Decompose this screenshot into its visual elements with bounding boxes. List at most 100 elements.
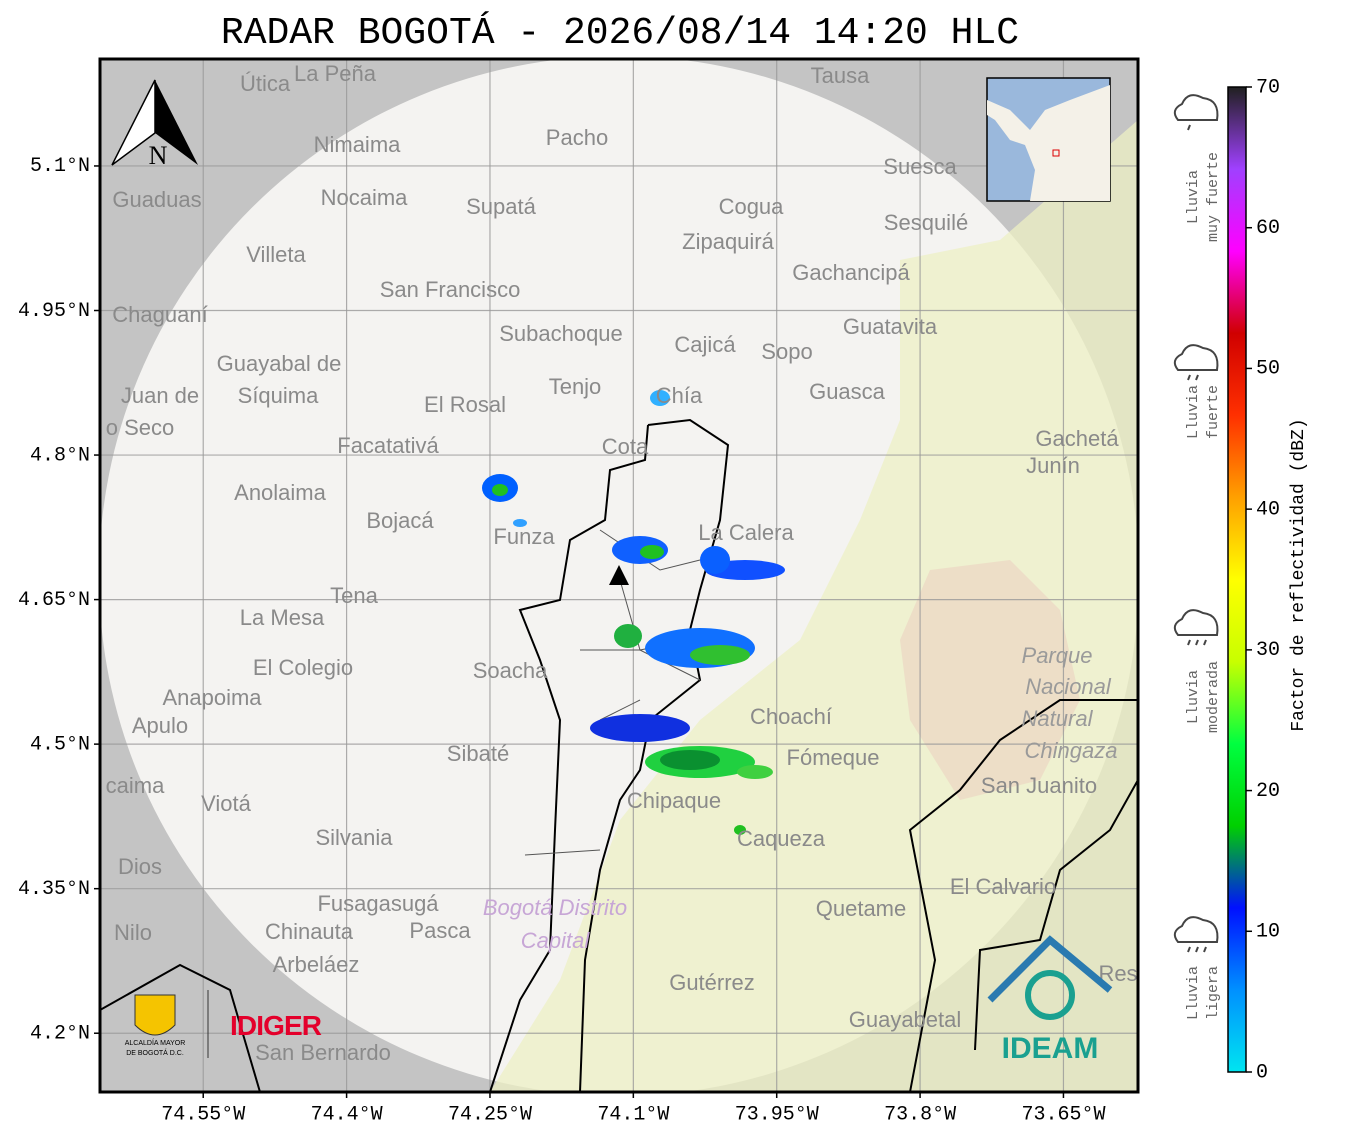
place-label: Villeta bbox=[246, 242, 306, 267]
y-tick-label: 4.95°N bbox=[18, 300, 90, 323]
place-label: Nimaima bbox=[314, 132, 402, 157]
place-label: Tausa bbox=[811, 63, 870, 88]
place-label: Silvania bbox=[315, 825, 393, 850]
rain-drop bbox=[1195, 639, 1199, 646]
x-tick-label: 74.1°W bbox=[597, 1103, 669, 1126]
colorbar-ticks: 0 10 20 30 40 50 60 70 bbox=[1246, 76, 1280, 1084]
place-label: La Peña bbox=[294, 61, 377, 86]
ideam-text: IDEAM bbox=[1002, 1032, 1099, 1065]
place-label: Sesquilé bbox=[884, 210, 968, 235]
echo bbox=[734, 825, 746, 835]
map-area: Útica La Peña Tausa Pacho Nimaima Guaduas Noca… bbox=[100, 59, 1138, 1092]
boundary-line bbox=[100, 963, 261, 1092]
place-label: Cota bbox=[602, 434, 649, 459]
rain-drop bbox=[1187, 639, 1191, 646]
district-label: Bogotá Distrito bbox=[483, 895, 627, 920]
place-label: Útica bbox=[240, 71, 291, 96]
place-label: Guatavita bbox=[843, 314, 938, 339]
place-label: Chinauta bbox=[265, 919, 354, 944]
place-label: Pasca bbox=[409, 918, 471, 943]
boundary-line bbox=[974, 779, 1138, 1051]
place-label: Gutérrez bbox=[669, 970, 755, 995]
lowland-region bbox=[490, 120, 1138, 1092]
place-label: Sopo bbox=[761, 339, 812, 364]
y-tick-label: 4.2°N bbox=[30, 1023, 90, 1046]
y-tick-label: 4.5°N bbox=[30, 733, 90, 756]
legend-item: Lluvia ligera bbox=[1173, 916, 1222, 1020]
place-label: Chaguaní bbox=[112, 302, 207, 327]
place-label: Guaduas bbox=[112, 187, 201, 212]
rain-drop bbox=[1187, 124, 1191, 131]
legend-label: moderada bbox=[1205, 661, 1222, 733]
colorbar-tick-label: 70 bbox=[1256, 76, 1280, 99]
place-label: Guasca bbox=[809, 379, 886, 404]
boundary-line bbox=[489, 424, 649, 1092]
place-label: Guayabal de bbox=[217, 351, 342, 376]
legend-label: fuerte bbox=[1205, 385, 1222, 439]
inset-marker bbox=[1052, 149, 1060, 157]
park-label: Nacional bbox=[1025, 674, 1112, 699]
place-label: Sibaté bbox=[447, 741, 509, 766]
colorbar-tick-label: 50 bbox=[1256, 358, 1280, 381]
place-label: Caqueza bbox=[737, 826, 826, 851]
grid bbox=[100, 59, 1138, 1092]
localities bbox=[524, 529, 701, 856]
legend-label: Lluvia bbox=[1185, 170, 1202, 224]
place-label: Junín bbox=[1026, 453, 1080, 478]
alcaldia-text: ALCALDÍA MAYOR bbox=[125, 1038, 186, 1047]
district-label: Capital bbox=[521, 928, 591, 953]
place-label: Gachancipá bbox=[792, 260, 910, 285]
shield bbox=[134, 994, 176, 1036]
place-labels: Útica La Peña Tausa Pacho Nimaima Guaduas Noca… bbox=[106, 61, 1138, 1065]
legend-item: Lluvia muy fuerte bbox=[1173, 94, 1222, 242]
place-label: La Mesa bbox=[240, 605, 325, 630]
locality-line bbox=[524, 529, 701, 856]
place-label: Dios bbox=[118, 854, 162, 879]
inset-map bbox=[986, 77, 1111, 202]
park-label: Parque bbox=[1022, 643, 1093, 668]
place-label: Pacho bbox=[546, 125, 608, 150]
park-label: Chingaza bbox=[1025, 738, 1118, 763]
place-label: Anapoima bbox=[162, 685, 262, 710]
park-label: Natural bbox=[1022, 706, 1094, 731]
echo bbox=[492, 484, 508, 496]
place-label: Cogua bbox=[719, 194, 785, 219]
place-label: Juan de bbox=[121, 383, 199, 408]
colorbar bbox=[1227, 86, 1247, 1073]
colorbar-tick-label: 30 bbox=[1256, 639, 1280, 662]
rain-drop bbox=[1195, 946, 1199, 953]
radar-echoes bbox=[482, 390, 785, 835]
colorbar-tick-label: 40 bbox=[1256, 498, 1280, 521]
rain-drop bbox=[1187, 374, 1191, 381]
colorbar-tick-label: 60 bbox=[1256, 217, 1280, 240]
north-label: N bbox=[149, 141, 168, 170]
place-label: El Calvario bbox=[950, 874, 1056, 899]
park-region bbox=[900, 560, 1080, 800]
echo bbox=[700, 546, 730, 574]
title: RADAR BOGOTÁ - 2026/08/14 14:20 HLC bbox=[221, 10, 1019, 55]
place-label: El Rosal bbox=[424, 392, 506, 417]
y-tick-label: 4.8°N bbox=[30, 444, 90, 467]
place-label: Guayabetal bbox=[849, 1007, 962, 1032]
place-label: San Bernardo bbox=[255, 1040, 391, 1065]
place-label: o Seco bbox=[106, 415, 175, 440]
inset-land bbox=[987, 85, 1110, 201]
rain-icon bbox=[1173, 609, 1219, 636]
place-label: Nocaima bbox=[321, 185, 409, 210]
y-tick-label: 4.65°N bbox=[18, 589, 90, 612]
rain-drop bbox=[1203, 639, 1207, 646]
place-label: San Francisco bbox=[380, 277, 521, 302]
place-label: Choachí bbox=[750, 704, 832, 729]
place-label: caima bbox=[106, 773, 165, 798]
ideam-logo: IDEAM bbox=[987, 935, 1113, 1065]
place-label: El Colegio bbox=[253, 655, 353, 680]
radar-site bbox=[609, 565, 629, 585]
axis-ticks: 74.55°W 74.4°W 74.25°W 74.1°W 73.95°W 73.8°W 7… bbox=[18, 155, 1105, 1126]
place-label: Bojacá bbox=[366, 508, 434, 533]
boundary-line bbox=[908, 699, 1138, 1092]
x-tick-label: 74.55°W bbox=[161, 1103, 245, 1126]
place-label: Supatá bbox=[466, 194, 536, 219]
y-tick-label: 5.1°N bbox=[30, 155, 90, 178]
